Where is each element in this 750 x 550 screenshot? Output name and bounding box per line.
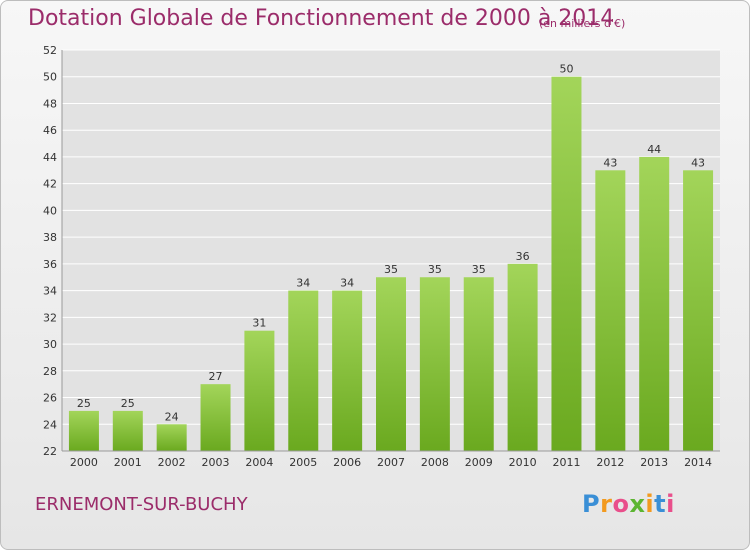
- x-tick-label: 2003: [202, 456, 230, 469]
- y-tick-label: 52: [43, 44, 57, 57]
- y-tick-label: 46: [43, 124, 57, 137]
- data-label: 44: [647, 143, 661, 156]
- data-label: 35: [472, 263, 486, 276]
- bar: [683, 170, 714, 452]
- bar: [376, 277, 406, 451]
- y-tick-label: 26: [43, 392, 57, 405]
- bar: [200, 384, 231, 451]
- data-label: 24: [165, 410, 179, 423]
- y-tick-label: 36: [43, 258, 57, 271]
- logo-letter: o: [612, 490, 630, 518]
- logo-letter: t: [654, 490, 667, 518]
- bar: [68, 410, 99, 451]
- data-label: 25: [77, 397, 91, 410]
- y-tick-label: 24: [43, 418, 57, 431]
- y-tick-label: 44: [43, 151, 57, 164]
- bar: [595, 170, 626, 452]
- proxiti-logo[interactable]: Proxiti: [582, 490, 675, 518]
- bar: [551, 76, 582, 451]
- x-tick-label: 2012: [596, 456, 624, 469]
- bar: [639, 156, 670, 451]
- commune-name: ERNEMONT-SUR-BUCHY: [35, 494, 248, 515]
- y-tick-label: 50: [43, 71, 57, 84]
- bar: [332, 290, 363, 451]
- y-tick-label: 32: [43, 311, 57, 324]
- data-label: 35: [428, 263, 442, 276]
- chart-title: Dotation Globale de Fonctionnement de 20…: [28, 6, 615, 31]
- x-tick-label: 2005: [289, 456, 317, 469]
- x-tick-label: 2001: [114, 456, 142, 469]
- bar: [244, 330, 275, 451]
- y-tick-label: 48: [43, 97, 57, 110]
- data-label: 34: [340, 277, 354, 290]
- logo-letter: P: [582, 490, 601, 518]
- data-label: 50: [559, 63, 573, 76]
- bar: [156, 424, 187, 451]
- x-tick-label: 2011: [552, 456, 580, 469]
- x-tick-label: 2004: [245, 456, 273, 469]
- data-label: 43: [603, 156, 617, 169]
- data-label: 34: [296, 277, 310, 290]
- y-tick-label: 42: [43, 178, 57, 191]
- logo-letter: i: [645, 490, 655, 518]
- x-tick-label: 2013: [640, 456, 668, 469]
- x-tick-label: 2002: [158, 456, 186, 469]
- data-label: 43: [691, 156, 705, 169]
- y-tick-label: 40: [43, 204, 57, 217]
- x-tick-label: 2014: [684, 456, 712, 469]
- x-tick-label: 2007: [377, 456, 405, 469]
- y-tick-label: 38: [43, 231, 57, 244]
- data-label: 35: [384, 263, 398, 276]
- data-label: 31: [252, 317, 266, 330]
- bar: [288, 290, 319, 451]
- logo-letter: r: [600, 490, 613, 518]
- x-tick-label: 2008: [421, 456, 449, 469]
- y-tick-label: 30: [43, 338, 57, 351]
- y-tick-label: 22: [43, 445, 57, 458]
- chart-subtitle: (en milliers d'€): [539, 17, 626, 30]
- data-label: 36: [516, 250, 530, 263]
- bar: [419, 277, 450, 451]
- bar: [112, 410, 143, 451]
- x-tick-label: 2000: [70, 456, 98, 469]
- data-label: 27: [209, 370, 223, 383]
- logo-letter: i: [666, 490, 675, 518]
- logo-letter: x: [629, 490, 646, 518]
- data-label: 25: [121, 397, 135, 410]
- bar: [507, 263, 538, 451]
- x-tick-label: 2006: [333, 456, 361, 469]
- y-tick-label: 28: [43, 365, 57, 378]
- x-tick-label: 2009: [465, 456, 493, 469]
- bar: [463, 277, 494, 451]
- x-tick-label: 2010: [509, 456, 537, 469]
- y-tick-label: 34: [43, 285, 57, 298]
